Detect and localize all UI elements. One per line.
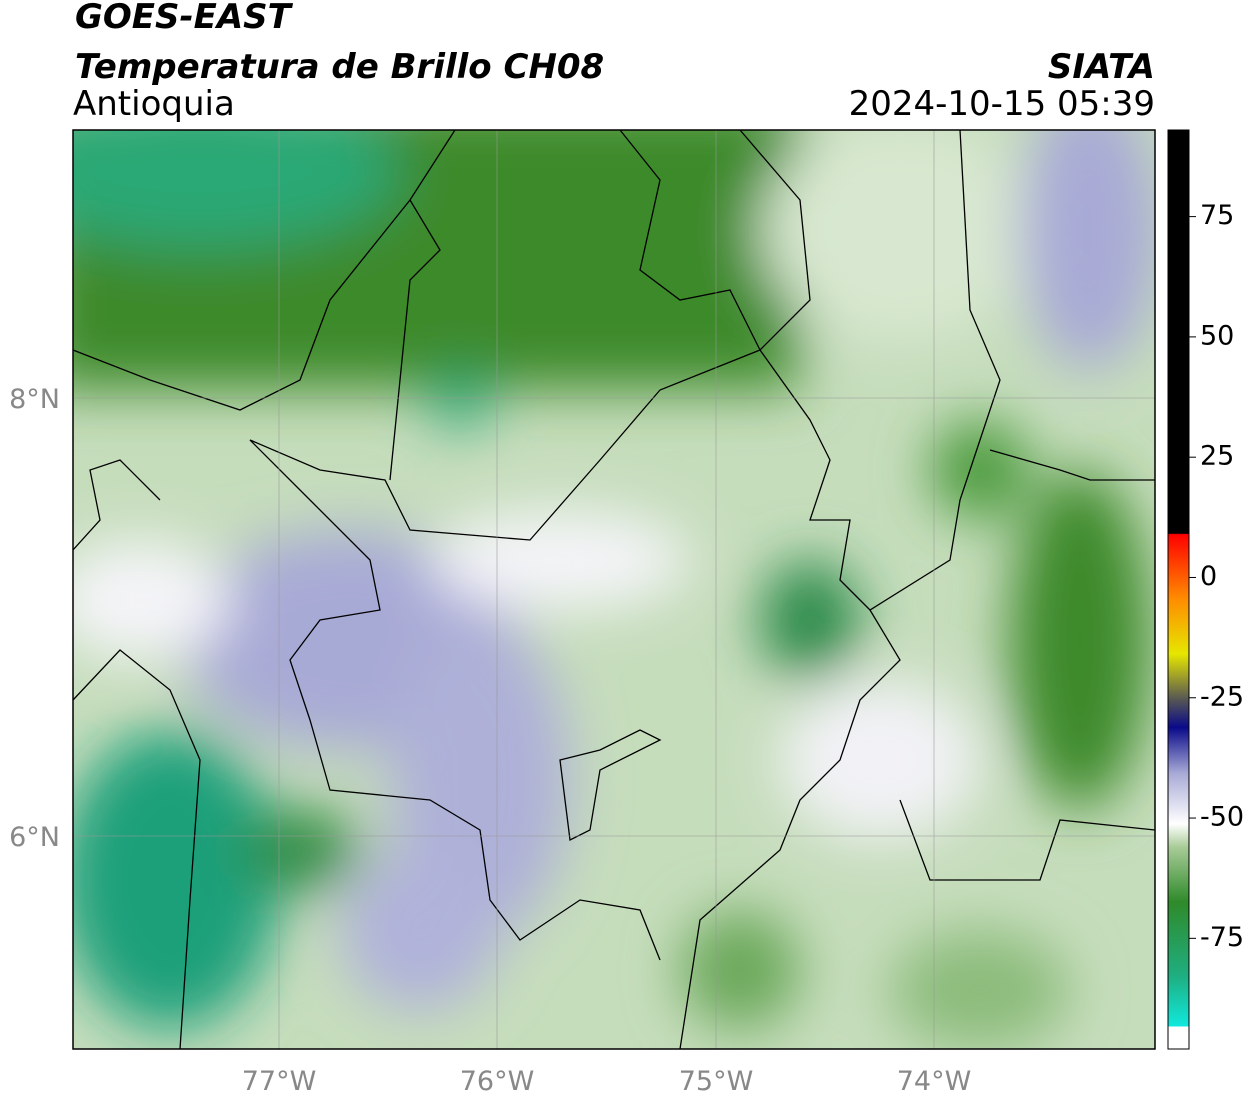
colorbar-tick-label: 0 [1200, 561, 1217, 592]
colorbar-tick-label: -75 [1200, 922, 1244, 953]
colorbar-tick-label: -25 [1200, 681, 1244, 712]
lat-label: 8°N [9, 384, 60, 415]
colorbar [1167, 129, 1190, 1050]
colorbar-tick-label: -50 [1200, 802, 1244, 833]
subtitle: Temperatura de Brillo CH08 [75, 47, 604, 87]
lat-label: 6°N [9, 822, 60, 853]
region: Antioquia [73, 84, 235, 124]
colorbar-ticks: 75 50 25 0 -25 -50 -75 [1189, 200, 1244, 953]
colorbar-tick-label: 50 [1200, 320, 1234, 351]
lon-label: 76°W [460, 1066, 535, 1097]
lon-label: 77°W [242, 1066, 317, 1097]
datetime: 2024-10-15 05:39 [849, 84, 1155, 124]
map-image [73, 130, 1155, 1049]
lon-label: 75°W [679, 1066, 754, 1097]
colorbar-tick-label: 25 [1200, 441, 1234, 472]
map-frame [72, 129, 1156, 1050]
lon-label: 74°W [897, 1066, 972, 1097]
source: SIATA [1048, 47, 1155, 87]
title: GOES-EAST [75, 0, 294, 37]
colorbar-tick-label: 75 [1200, 200, 1234, 231]
